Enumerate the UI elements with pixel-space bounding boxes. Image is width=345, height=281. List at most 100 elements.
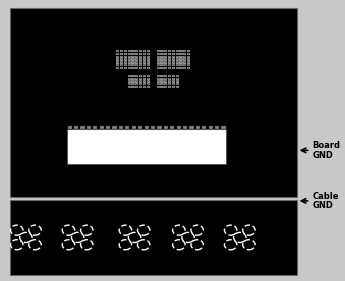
Circle shape: [161, 75, 163, 76]
Bar: [187, 61, 190, 64]
Bar: [215, 126, 219, 129]
Bar: [172, 50, 175, 52]
Circle shape: [176, 62, 178, 63]
Bar: [176, 50, 179, 52]
Bar: [176, 61, 179, 64]
Bar: [128, 58, 131, 61]
Circle shape: [157, 53, 159, 55]
Circle shape: [136, 56, 138, 57]
Circle shape: [180, 62, 182, 63]
Circle shape: [136, 53, 138, 55]
Circle shape: [172, 65, 174, 66]
Circle shape: [128, 87, 130, 88]
Circle shape: [144, 75, 145, 76]
Circle shape: [172, 59, 174, 60]
Circle shape: [128, 56, 130, 57]
Bar: [116, 61, 119, 64]
Bar: [128, 67, 131, 69]
Bar: [139, 83, 142, 85]
Bar: [128, 78, 131, 80]
Bar: [176, 58, 179, 61]
Circle shape: [144, 59, 145, 60]
Bar: [157, 58, 160, 61]
Circle shape: [172, 56, 174, 57]
Circle shape: [136, 81, 138, 82]
Circle shape: [140, 81, 141, 82]
Bar: [160, 56, 164, 58]
Bar: [120, 64, 123, 66]
Circle shape: [128, 62, 130, 63]
Circle shape: [176, 75, 178, 76]
Circle shape: [165, 53, 167, 55]
Bar: [135, 75, 138, 77]
Bar: [177, 126, 181, 129]
Circle shape: [172, 75, 174, 76]
Circle shape: [176, 87, 178, 88]
Circle shape: [176, 67, 178, 69]
Bar: [143, 64, 146, 66]
Bar: [176, 53, 179, 55]
Bar: [139, 50, 142, 52]
Bar: [196, 126, 200, 129]
Bar: [151, 126, 155, 129]
Bar: [128, 75, 131, 77]
Bar: [147, 50, 150, 52]
Bar: [183, 56, 186, 58]
Circle shape: [140, 78, 141, 79]
Circle shape: [117, 62, 119, 63]
Circle shape: [132, 78, 134, 79]
Circle shape: [161, 51, 163, 52]
Bar: [176, 67, 179, 69]
Circle shape: [172, 87, 174, 88]
Circle shape: [169, 75, 170, 76]
Bar: [157, 61, 160, 64]
Circle shape: [172, 84, 174, 85]
Bar: [147, 64, 150, 66]
Bar: [168, 75, 171, 77]
Circle shape: [184, 53, 186, 55]
Circle shape: [128, 51, 130, 52]
Circle shape: [184, 56, 186, 57]
Bar: [124, 64, 127, 66]
Circle shape: [188, 62, 189, 63]
Bar: [168, 64, 171, 66]
Bar: [143, 58, 146, 61]
Circle shape: [136, 75, 138, 76]
Circle shape: [157, 87, 159, 88]
Bar: [179, 67, 183, 69]
Circle shape: [128, 65, 130, 66]
Circle shape: [121, 56, 122, 57]
Bar: [135, 78, 138, 80]
Circle shape: [117, 59, 119, 60]
Bar: [143, 53, 146, 55]
Bar: [176, 86, 179, 88]
Circle shape: [136, 65, 138, 66]
Circle shape: [169, 51, 170, 52]
Circle shape: [136, 62, 138, 63]
Circle shape: [125, 65, 126, 66]
Bar: [172, 80, 175, 83]
Circle shape: [147, 87, 149, 88]
Circle shape: [144, 78, 145, 79]
Bar: [168, 78, 171, 80]
Bar: [147, 61, 150, 64]
Bar: [124, 56, 127, 58]
Bar: [183, 58, 186, 61]
Bar: [168, 61, 171, 64]
Bar: [176, 64, 179, 66]
Bar: [100, 126, 104, 129]
Circle shape: [128, 84, 130, 85]
Bar: [131, 64, 135, 66]
Circle shape: [157, 65, 159, 66]
Circle shape: [136, 78, 138, 79]
Circle shape: [169, 81, 170, 82]
Bar: [143, 83, 146, 85]
Bar: [187, 58, 190, 61]
Circle shape: [147, 51, 149, 52]
Circle shape: [132, 56, 134, 57]
Bar: [139, 80, 142, 83]
Bar: [164, 61, 167, 64]
Circle shape: [161, 87, 163, 88]
Circle shape: [147, 59, 149, 60]
Circle shape: [132, 84, 134, 85]
